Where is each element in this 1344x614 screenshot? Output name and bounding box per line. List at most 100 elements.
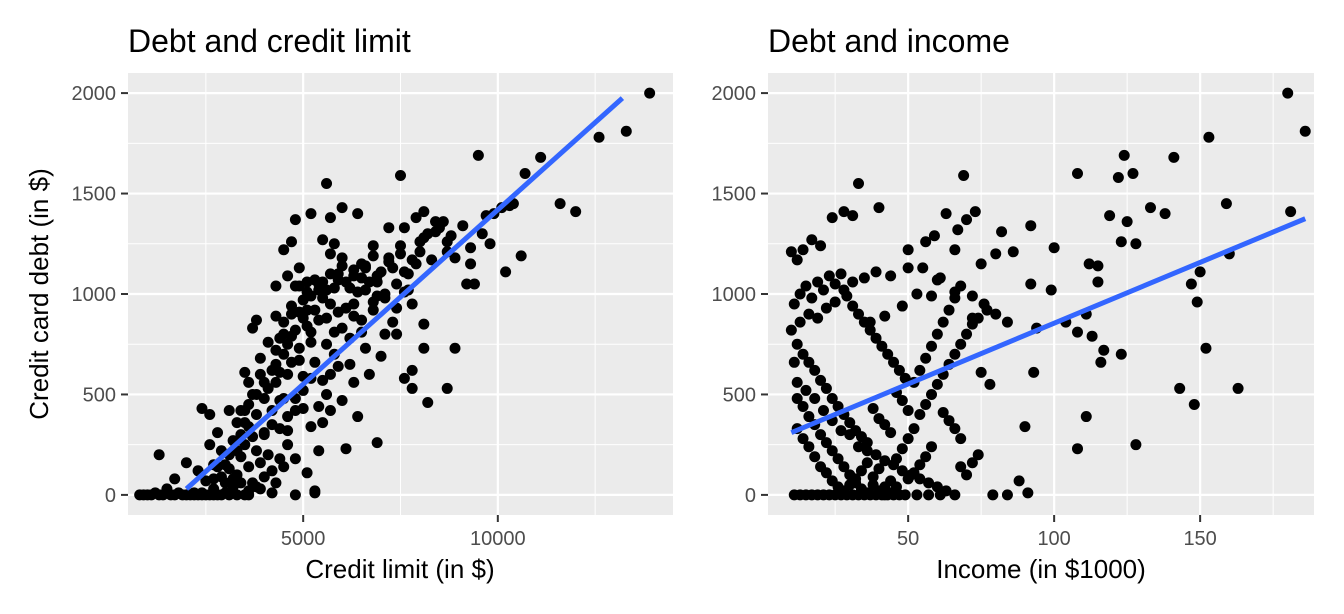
data-point bbox=[395, 169, 406, 181]
data-point bbox=[321, 312, 333, 324]
data-point bbox=[321, 388, 333, 400]
scatter-points bbox=[785, 87, 1311, 501]
regression-line bbox=[790, 216, 1307, 435]
chart-title: Debt and income bbox=[768, 23, 1010, 59]
data-point bbox=[931, 378, 943, 390]
data-point bbox=[449, 342, 461, 354]
data-point bbox=[911, 489, 923, 501]
x-tick-label: 10000 bbox=[470, 528, 526, 550]
data-point bbox=[835, 425, 847, 437]
data-point bbox=[266, 465, 278, 477]
data-point bbox=[867, 471, 879, 483]
data-point bbox=[943, 415, 955, 427]
data-point bbox=[841, 290, 853, 302]
data-point bbox=[410, 212, 422, 224]
data-point bbox=[1080, 411, 1092, 423]
data-point bbox=[879, 419, 891, 431]
data-point bbox=[966, 290, 978, 302]
data-point bbox=[1071, 326, 1083, 338]
data-point bbox=[270, 310, 282, 322]
data-point bbox=[797, 401, 809, 413]
data-point bbox=[853, 308, 865, 320]
data-point bbox=[371, 437, 383, 449]
data-point bbox=[1028, 366, 1040, 378]
data-point bbox=[332, 274, 344, 286]
data-point bbox=[1104, 210, 1116, 222]
x-axis-title: Income (in $1000) bbox=[936, 554, 1146, 584]
data-point bbox=[348, 298, 360, 310]
data-point bbox=[949, 292, 961, 304]
data-point bbox=[208, 489, 220, 501]
data-point bbox=[1174, 382, 1186, 394]
data-point bbox=[1112, 171, 1124, 183]
data-point bbox=[457, 220, 469, 232]
data-point bbox=[391, 278, 403, 290]
data-point bbox=[972, 449, 984, 461]
data-point bbox=[879, 455, 891, 467]
data-point bbox=[940, 208, 952, 220]
data-point bbox=[961, 214, 973, 226]
data-point bbox=[797, 244, 809, 256]
data-point bbox=[896, 394, 908, 406]
data-point bbox=[570, 206, 582, 218]
data-point bbox=[270, 358, 282, 370]
data-point bbox=[1144, 202, 1156, 214]
data-point bbox=[309, 485, 321, 497]
data-point bbox=[270, 376, 282, 388]
data-point bbox=[1086, 330, 1098, 342]
data-point bbox=[449, 252, 461, 264]
y-axis-ticks: 0 500 1000 1500 2000 bbox=[712, 83, 768, 507]
data-point bbox=[791, 338, 803, 350]
data-point bbox=[812, 312, 824, 324]
data-point bbox=[352, 208, 364, 220]
data-point bbox=[1118, 149, 1130, 161]
data-point bbox=[235, 477, 247, 489]
data-point bbox=[1007, 246, 1019, 258]
data-point bbox=[367, 240, 379, 252]
data-point bbox=[847, 210, 859, 222]
data-point bbox=[188, 487, 200, 499]
data-point bbox=[398, 372, 410, 384]
data-point bbox=[812, 276, 824, 288]
data-point bbox=[826, 212, 838, 224]
data-point bbox=[803, 441, 815, 453]
data-point bbox=[465, 258, 477, 270]
data-point bbox=[902, 405, 914, 417]
data-point bbox=[996, 226, 1008, 238]
y-tick-label: 0 bbox=[745, 485, 756, 507]
data-point bbox=[926, 388, 938, 400]
data-point bbox=[1168, 151, 1180, 163]
data-point bbox=[873, 463, 885, 475]
data-point bbox=[231, 489, 243, 501]
data-point bbox=[328, 326, 340, 338]
data-point bbox=[934, 272, 946, 284]
data-point bbox=[914, 364, 926, 376]
data-point bbox=[969, 206, 981, 218]
data-point bbox=[282, 439, 294, 451]
data-point bbox=[219, 477, 231, 489]
data-point bbox=[379, 292, 391, 304]
data-point bbox=[153, 449, 165, 461]
data-point bbox=[289, 453, 301, 465]
data-point bbox=[817, 405, 829, 417]
data-point bbox=[313, 284, 325, 296]
data-point bbox=[934, 489, 946, 501]
data-point bbox=[398, 266, 410, 278]
data-point bbox=[1130, 238, 1142, 250]
data-point bbox=[1232, 382, 1244, 394]
data-point bbox=[815, 240, 827, 252]
data-point bbox=[1001, 316, 1013, 328]
data-point bbox=[317, 234, 329, 246]
data-point bbox=[978, 298, 990, 310]
data-point bbox=[853, 441, 865, 453]
data-point bbox=[902, 262, 914, 274]
data-point bbox=[861, 437, 873, 449]
x-tick-label: 5000 bbox=[281, 528, 326, 550]
data-point bbox=[204, 409, 216, 421]
data-point bbox=[914, 409, 926, 421]
data-point bbox=[844, 469, 856, 481]
data-point bbox=[914, 459, 926, 471]
data-point bbox=[864, 324, 876, 336]
data-point bbox=[398, 222, 410, 234]
data-point bbox=[870, 266, 882, 278]
